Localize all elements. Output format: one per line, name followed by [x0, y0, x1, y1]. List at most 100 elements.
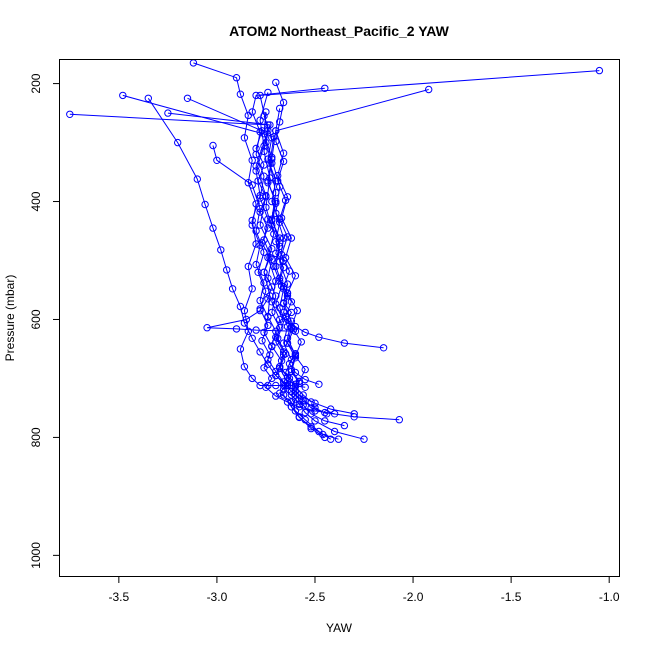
data-point [203, 324, 211, 332]
data-point [291, 383, 300, 391]
data-point [297, 338, 305, 346]
data-point [307, 410, 315, 418]
data-point [295, 395, 303, 403]
data-point [209, 224, 217, 232]
data-point [319, 430, 327, 439]
data-point [281, 253, 290, 262]
x-axis-label: YAW [326, 621, 353, 635]
data-point [232, 74, 241, 82]
x-tick-label: -2.0 [403, 590, 424, 604]
data-point [330, 427, 339, 436]
data-point [240, 134, 249, 142]
data-point [223, 266, 231, 274]
y-tick-label: 1000 [29, 542, 43, 569]
data-point [330, 410, 339, 418]
data-point [291, 352, 300, 360]
data-point [66, 110, 74, 119]
data-point [323, 410, 331, 418]
data-point [340, 421, 349, 430]
data-point [301, 365, 309, 374]
series-1 [252, 66, 604, 443]
data-point [244, 111, 253, 120]
data-point [340, 339, 349, 347]
series-line [212, 145, 335, 415]
data-point [311, 399, 319, 407]
data-point [256, 381, 264, 390]
data-point [299, 391, 307, 399]
data-point [244, 262, 253, 271]
data-point [260, 147, 268, 156]
data-point [281, 350, 290, 358]
series-line [122, 94, 365, 440]
data-point [272, 392, 280, 400]
data-point [311, 417, 319, 425]
data-point [276, 218, 284, 226]
data-point [260, 161, 268, 169]
data-point [285, 360, 294, 368]
y-tick-label: 200 [29, 73, 43, 93]
data-point [248, 221, 256, 229]
data-point [270, 262, 278, 271]
data-point [264, 295, 272, 303]
data-point [256, 305, 264, 313]
data-point [287, 367, 296, 376]
data-point [272, 262, 280, 271]
data-point [264, 381, 272, 390]
data-point [272, 237, 280, 246]
data-point [279, 391, 288, 399]
data-point [283, 378, 292, 386]
data-point [272, 209, 280, 218]
data-point [258, 337, 266, 345]
data-point [264, 274, 272, 282]
data-point [144, 94, 153, 103]
series-line [147, 98, 355, 415]
data-point [379, 344, 388, 352]
data-point [289, 326, 298, 334]
data-point [299, 397, 307, 405]
data-point [174, 138, 182, 147]
data-point [248, 334, 256, 342]
series-line [251, 87, 325, 403]
data-point [360, 435, 368, 443]
data-point [244, 179, 253, 187]
data-point [274, 171, 282, 180]
data-point [256, 194, 264, 202]
data-point [277, 282, 286, 290]
data-point [256, 296, 264, 305]
data-point [287, 387, 296, 396]
data-point [295, 413, 303, 422]
data-point [315, 380, 323, 388]
data-point [252, 260, 260, 269]
x-tick-label: -1.5 [501, 590, 522, 604]
data-point [279, 149, 288, 157]
data-point [279, 308, 288, 317]
data-point [287, 403, 296, 411]
data-point [276, 242, 284, 251]
data-point [268, 342, 276, 351]
y-tick-label: 600 [29, 309, 43, 329]
data-point [272, 177, 280, 185]
data-point [262, 287, 270, 295]
data-point [264, 177, 272, 185]
data-point [264, 321, 272, 330]
data-point [279, 318, 288, 326]
data-point [327, 405, 335, 413]
data-point [256, 348, 264, 356]
data-point [260, 328, 268, 337]
y-tick-label: 800 [29, 427, 43, 447]
data-point [295, 403, 303, 411]
data-point [595, 66, 604, 75]
data-point [268, 221, 276, 229]
data-point [272, 199, 280, 208]
data-point [283, 339, 292, 347]
series-4 [268, 85, 433, 424]
series-line [239, 92, 306, 388]
data-point [274, 177, 282, 185]
data-point [287, 234, 296, 242]
series-line [167, 112, 384, 349]
data-point [279, 98, 288, 107]
data-point [276, 104, 284, 113]
data-point [260, 236, 268, 244]
data-point [350, 410, 358, 418]
data-point [276, 118, 284, 126]
